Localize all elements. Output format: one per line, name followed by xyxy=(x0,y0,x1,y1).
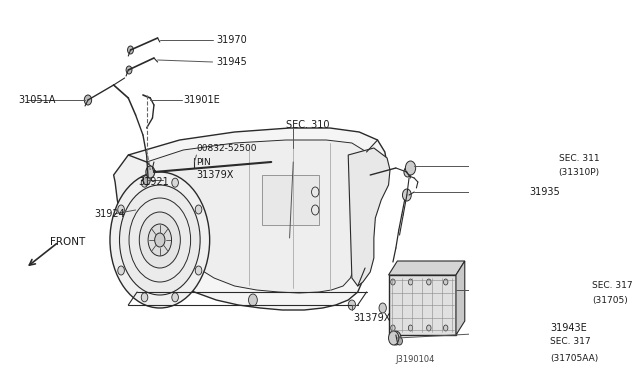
Text: J3190104: J3190104 xyxy=(396,356,435,365)
Circle shape xyxy=(110,172,210,308)
Text: 31924: 31924 xyxy=(94,209,125,219)
Text: 31921: 31921 xyxy=(138,177,168,187)
Text: 31970: 31970 xyxy=(216,35,247,45)
Text: 00832-52500: 00832-52500 xyxy=(196,144,257,153)
Circle shape xyxy=(388,331,399,345)
Circle shape xyxy=(141,178,148,187)
Circle shape xyxy=(391,331,401,345)
Text: (31705AA): (31705AA) xyxy=(550,353,598,362)
Circle shape xyxy=(120,185,200,295)
Text: SEC. 317: SEC. 317 xyxy=(550,337,591,346)
Circle shape xyxy=(403,189,412,201)
Circle shape xyxy=(248,294,257,306)
Circle shape xyxy=(172,178,179,187)
Polygon shape xyxy=(147,140,372,293)
Circle shape xyxy=(391,279,395,285)
Circle shape xyxy=(195,205,202,214)
Polygon shape xyxy=(348,148,390,286)
Circle shape xyxy=(84,95,92,105)
Text: FRONT: FRONT xyxy=(50,237,85,247)
Circle shape xyxy=(405,161,415,175)
Text: 31945: 31945 xyxy=(216,57,247,67)
Text: SEC. 311: SEC. 311 xyxy=(559,154,599,163)
Circle shape xyxy=(195,266,202,275)
Circle shape xyxy=(118,266,124,275)
Circle shape xyxy=(379,303,387,313)
Text: PIN: PIN xyxy=(196,157,211,167)
Circle shape xyxy=(408,279,413,285)
Polygon shape xyxy=(456,261,465,335)
Circle shape xyxy=(444,325,448,331)
Polygon shape xyxy=(262,175,319,225)
Text: 31935: 31935 xyxy=(529,187,560,197)
Circle shape xyxy=(397,337,403,345)
Text: 31901E: 31901E xyxy=(183,95,220,105)
Circle shape xyxy=(143,175,150,185)
Circle shape xyxy=(408,325,413,331)
Circle shape xyxy=(155,233,165,247)
Polygon shape xyxy=(388,261,465,275)
Circle shape xyxy=(141,293,148,302)
Circle shape xyxy=(140,212,180,268)
Polygon shape xyxy=(114,155,198,280)
Circle shape xyxy=(127,46,133,54)
Text: (31705): (31705) xyxy=(593,295,628,305)
Circle shape xyxy=(427,325,431,331)
Circle shape xyxy=(146,166,155,178)
Circle shape xyxy=(118,205,124,214)
Text: 31051A: 31051A xyxy=(19,95,56,105)
Text: (31310P): (31310P) xyxy=(559,167,600,176)
Text: 31379X: 31379X xyxy=(353,313,391,323)
Text: 31379X: 31379X xyxy=(196,170,234,180)
Circle shape xyxy=(148,224,172,256)
Polygon shape xyxy=(128,128,387,310)
Circle shape xyxy=(348,300,356,310)
Circle shape xyxy=(172,293,179,302)
Text: 31943E: 31943E xyxy=(550,323,587,333)
Circle shape xyxy=(427,279,431,285)
Text: SEC. 317: SEC. 317 xyxy=(593,280,633,289)
Text: SEC. 310: SEC. 310 xyxy=(286,120,330,130)
Circle shape xyxy=(126,66,132,74)
Circle shape xyxy=(444,279,448,285)
Circle shape xyxy=(404,167,412,177)
FancyBboxPatch shape xyxy=(388,275,456,335)
Circle shape xyxy=(391,325,395,331)
